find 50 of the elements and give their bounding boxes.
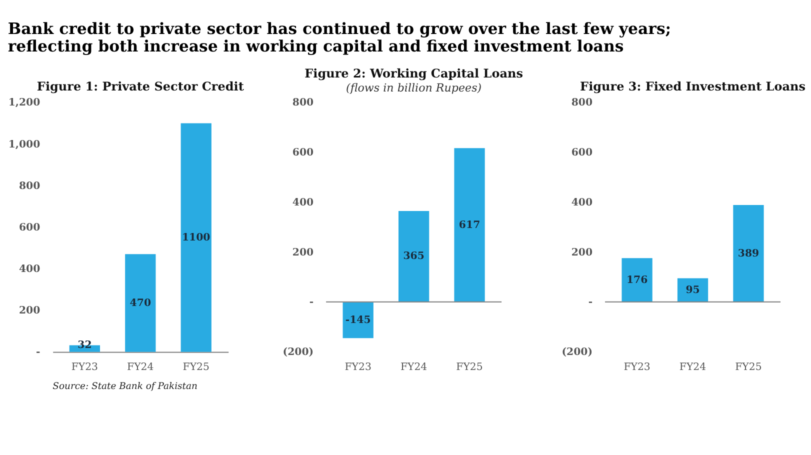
bar [180, 123, 212, 352]
x-tick-label: FY24 [400, 362, 428, 373]
y-tick-label: 600 [571, 146, 593, 159]
chart-title: Figure 2: Working Capital Loans [304, 66, 524, 81]
y-tick-label: 1,200 [8, 96, 40, 109]
data-label: -145 [345, 314, 371, 326]
x-tick-label: FY23 [344, 362, 372, 373]
y-tick-label: 400 [18, 262, 40, 275]
x-tick-label: FY25 [456, 362, 483, 373]
y-tick-label: 600 [292, 146, 314, 159]
data-label: 365 [403, 250, 424, 262]
chart-subtitle: (flows in billion Rupees) [346, 81, 482, 94]
y-tick-label: 200 [18, 304, 40, 317]
data-label: 176 [626, 274, 648, 286]
x-tick-label: FY24 [127, 362, 154, 373]
y-tick-label: 800 [571, 96, 593, 109]
source-note: Source: State Bank of Pakistan [52, 380, 198, 392]
x-tick-label: FY25 [735, 362, 762, 373]
bar [398, 210, 430, 302]
bar [733, 204, 764, 302]
chart-title: Figure 1: Private Sector Credit [36, 79, 244, 94]
y-tick-label: 800 [292, 96, 314, 109]
y-tick-label: 200 [292, 246, 314, 258]
y-tick-label: 400 [292, 196, 314, 208]
data-label: 95 [686, 284, 700, 296]
y-tick-label: - [309, 296, 314, 308]
data-label: 1100 [182, 231, 210, 244]
chart-title: Figure 3: Fixed Investment Loans [580, 79, 806, 94]
y-tick-label: (200) [282, 346, 314, 358]
data-label: 32 [78, 338, 92, 351]
data-label: 617 [458, 218, 480, 231]
x-tick-label: FY23 [71, 362, 98, 373]
y-tick-label: 600 [18, 221, 40, 234]
bar [454, 148, 485, 302]
y-tick-label: - [36, 346, 40, 358]
y-tick-label: 800 [18, 180, 40, 192]
x-tick-label: FY25 [182, 362, 210, 373]
y-tick-label: - [588, 296, 593, 308]
y-tick-label: 1,000 [8, 138, 40, 150]
data-label: 470 [130, 296, 151, 309]
data-label: 389 [738, 247, 760, 260]
bar [622, 258, 652, 302]
x-tick-label: FY23 [624, 362, 650, 373]
text: Bank credit to private sector has continued to grow over the last few years; reflecting both increase in working capital and fixed investment loans [8, 19, 672, 56]
y-tick-label: (200) [562, 346, 593, 358]
bar [125, 254, 156, 352]
bar [342, 302, 374, 338]
y-tick-label: 400 [571, 196, 593, 208]
x-tick-label: FY24 [679, 362, 706, 373]
y-tick-label: 200 [571, 246, 593, 258]
